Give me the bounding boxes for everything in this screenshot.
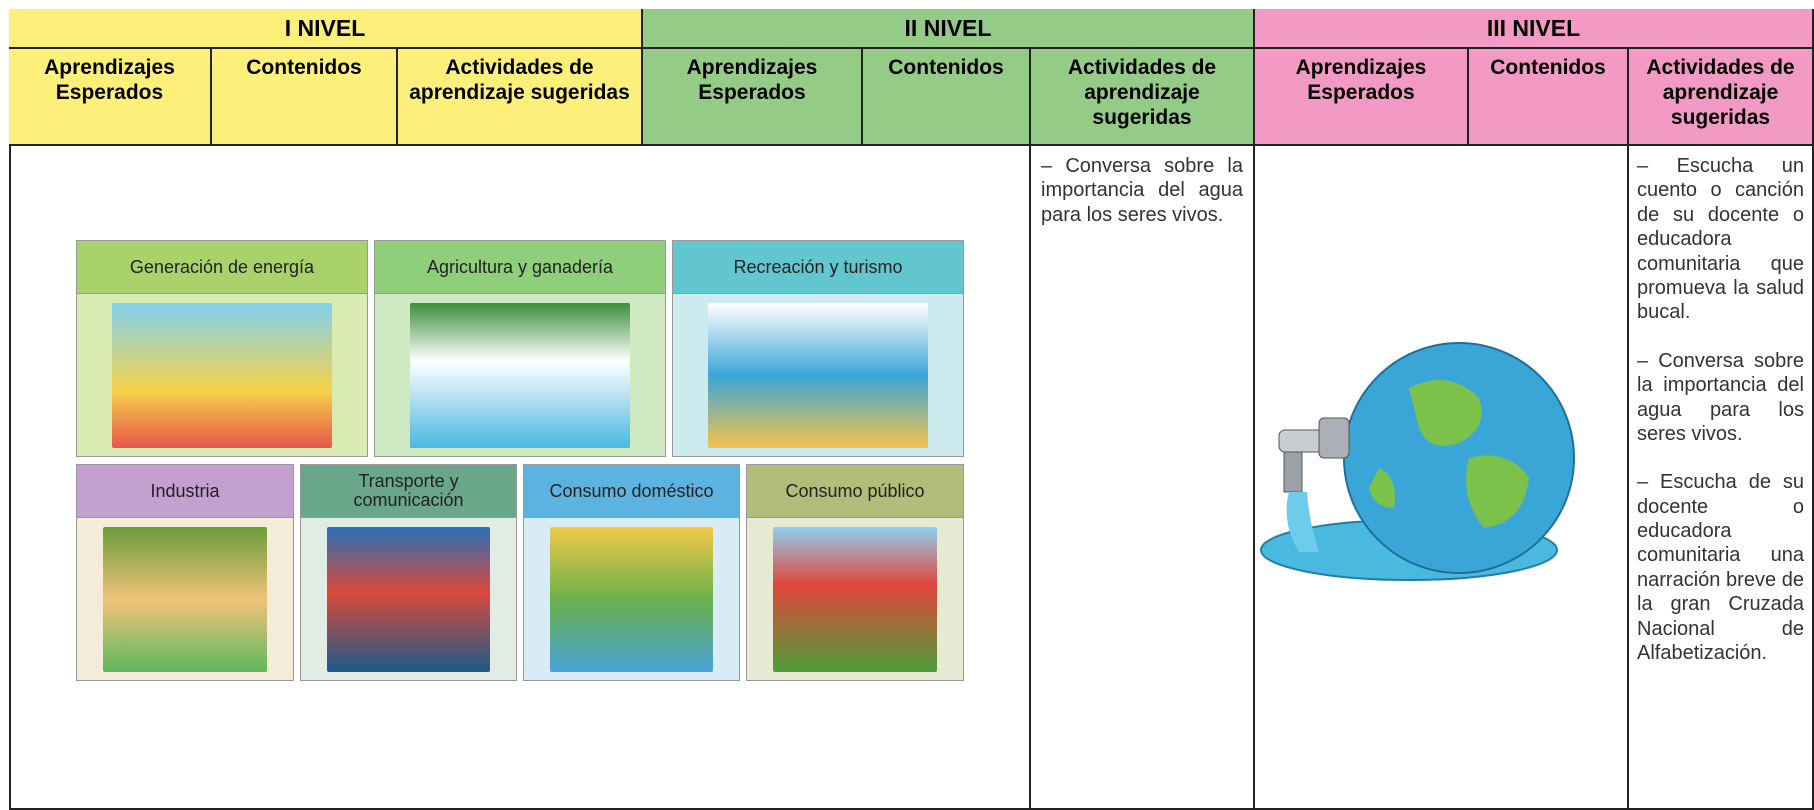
activity-text: – Conversa sobre la importancia del agua… bbox=[1637, 349, 1804, 445]
illustration-panel: Generación de energía bbox=[76, 240, 368, 457]
column-header: Aprendizajes Esperados bbox=[643, 49, 863, 146]
panel-picture bbox=[326, 527, 491, 672]
illustration-panel: Consumo doméstico bbox=[523, 464, 740, 681]
panel-caption: Agricultura y ganadería bbox=[375, 241, 665, 294]
level-title: II NIVEL bbox=[643, 9, 1255, 49]
image-cell bbox=[1255, 146, 1629, 810]
panel-picture bbox=[409, 303, 631, 448]
illustration-panel: Industria bbox=[76, 464, 294, 681]
level-title: I NIVEL bbox=[9, 9, 643, 49]
panel-caption: Recreación y turismo bbox=[673, 241, 963, 294]
panel-picture bbox=[549, 527, 714, 672]
water-globe-illustration bbox=[1260, 342, 1575, 581]
panel-caption: Transporte y comunicación bbox=[301, 465, 516, 518]
column-header: Aprendizajes Esperados bbox=[1255, 49, 1469, 146]
panel-caption: Consumo público bbox=[747, 465, 963, 518]
activity-text: – Escucha un cuento o canción de su doce… bbox=[1637, 155, 1804, 324]
activities-cell: – Conversa sobre la importancia del agua… bbox=[1031, 146, 1255, 810]
activities-cell: – Escucha un cuento o canción de su doce… bbox=[1629, 146, 1814, 810]
panel-picture bbox=[707, 303, 929, 448]
panel-picture bbox=[102, 527, 268, 672]
illustration-panel: Recreación y turismo bbox=[672, 240, 964, 457]
column-header: Actividades de aprendizaje sugeridas bbox=[398, 49, 643, 146]
illustration-panel: Consumo público bbox=[746, 464, 964, 681]
illustration-cell bbox=[9, 146, 1031, 810]
column-header: Contenidos bbox=[863, 49, 1031, 146]
column-header: Aprendizajes Esperados bbox=[9, 49, 212, 146]
panel-caption: Generación de energía bbox=[77, 241, 367, 294]
panel-caption: Consumo doméstico bbox=[524, 465, 739, 518]
column-header: Contenidos bbox=[1469, 49, 1629, 146]
column-header: Actividades de aprendizaje sugeridas bbox=[1629, 49, 1814, 146]
activity-text: – Conversa sobre la importancia del agua… bbox=[1041, 155, 1243, 226]
column-header: Contenidos bbox=[212, 49, 398, 146]
illustration-panel: Agricultura y ganadería bbox=[374, 240, 666, 457]
level-title: III NIVEL bbox=[1255, 9, 1814, 49]
illustration-panel: Transporte y comunicación bbox=[300, 464, 517, 681]
column-header: Actividades de aprendizaje sugeridas bbox=[1031, 49, 1255, 146]
activity-text: – Escucha de su docente o educadora comu… bbox=[1637, 471, 1804, 665]
panel-picture bbox=[772, 527, 938, 672]
panel-picture bbox=[111, 303, 333, 448]
panel-caption: Industria bbox=[77, 465, 293, 518]
